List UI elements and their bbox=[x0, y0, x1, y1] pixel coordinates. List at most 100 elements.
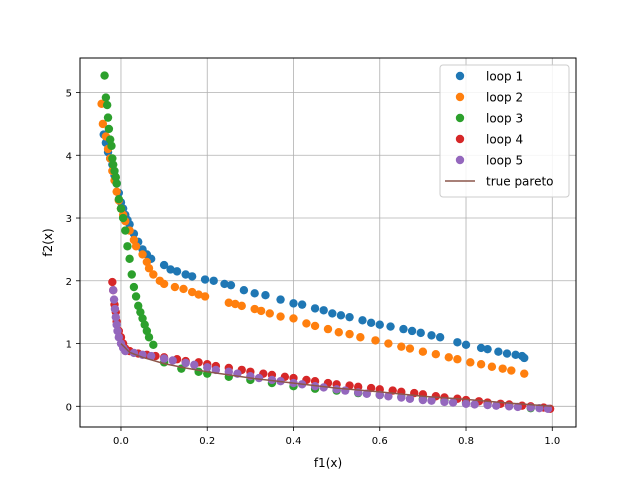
data-point-loop-2 bbox=[302, 319, 311, 328]
data-point-loop-1 bbox=[220, 279, 229, 289]
legend-item-loop-5[interactable]: loop 5 bbox=[455, 154, 523, 168]
legend-item-loop-1[interactable]: loop 1 bbox=[455, 70, 523, 84]
data-point-loop-5 bbox=[470, 400, 479, 409]
data-point-loop-1 bbox=[427, 331, 436, 340]
data-point-loop-2 bbox=[520, 369, 529, 378]
data-point-loop-2 bbox=[431, 350, 441, 359]
data-point-loop-3 bbox=[116, 204, 126, 213]
data-point-loop-5 bbox=[405, 394, 415, 403]
data-point-loop-2 bbox=[334, 328, 343, 337]
data-point-loop-3 bbox=[149, 340, 158, 349]
data-point-loop-2 bbox=[371, 336, 380, 345]
legend-item-loop-4[interactable]: loop 4 bbox=[455, 133, 523, 147]
data-point-loop-3 bbox=[102, 100, 112, 110]
data-point-loop-2 bbox=[131, 242, 141, 251]
data-point-loop-5 bbox=[504, 402, 514, 411]
x-tick-label: 1.0 bbox=[544, 436, 560, 447]
data-point-loop-5 bbox=[109, 295, 119, 304]
data-point-loop-3 bbox=[127, 270, 136, 279]
axes-frame bbox=[79, 57, 577, 428]
data-point-loop-5 bbox=[341, 386, 350, 395]
legend-label: loop 2 bbox=[486, 91, 523, 105]
data-point-loop-5 bbox=[492, 401, 501, 410]
data-point-loop-5 bbox=[440, 397, 449, 407]
data-point-loop-3 bbox=[123, 242, 132, 251]
y-axis-label: f2(x) bbox=[41, 228, 55, 256]
data-point-loop-5 bbox=[254, 373, 264, 383]
data-point-loop-4 bbox=[108, 277, 117, 287]
data-point-loop-1 bbox=[250, 289, 259, 298]
legend-swatch bbox=[455, 92, 465, 102]
data-point-loop-5 bbox=[110, 304, 120, 314]
y-tick-label: 5 bbox=[66, 89, 72, 100]
data-point-loop-5 bbox=[427, 396, 436, 405]
data-point-loop-3 bbox=[125, 254, 134, 264]
data-point-loop-2 bbox=[98, 119, 108, 129]
data-point-loop-2 bbox=[345, 329, 354, 339]
data-point-loop-2 bbox=[323, 324, 333, 334]
data-point-loop-5 bbox=[111, 312, 121, 322]
legend[interactable]: loop 1 loop 2 loop 3 loop 4 loop 5 true paret… bbox=[439, 64, 570, 198]
legend-box bbox=[439, 64, 570, 198]
data-point-loop-1 bbox=[239, 285, 249, 295]
data-point-loop-2 bbox=[265, 309, 274, 318]
legend-item-loop-2[interactable]: loop 2 bbox=[455, 91, 523, 105]
data-point-loop-2 bbox=[498, 364, 507, 373]
y-tick-label: 1 bbox=[66, 340, 72, 351]
x-tick-label: 0.2 bbox=[199, 436, 215, 447]
data-point-loop-2 bbox=[397, 342, 406, 351]
data-point-loop-5 bbox=[190, 360, 199, 370]
data-point-loop-2 bbox=[256, 306, 266, 316]
data-point-loop-1 bbox=[476, 343, 486, 353]
data-point-loop-1 bbox=[261, 291, 270, 300]
data-point-loop-2 bbox=[487, 362, 497, 371]
data-point-loop-5 bbox=[159, 354, 169, 363]
data-point-loop-3 bbox=[105, 135, 115, 144]
data-point-loop-1 bbox=[181, 270, 190, 279]
data-point-loop-2 bbox=[276, 312, 285, 321]
data-point-loop-2 bbox=[159, 279, 169, 289]
data-point-loop-1 bbox=[461, 340, 471, 349]
data-point-loop-3 bbox=[110, 166, 119, 176]
legend-item-true-pareto[interactable]: true pareto bbox=[445, 175, 554, 189]
x-axis-label: f1(x) bbox=[314, 456, 342, 470]
data-point-loop-1 bbox=[319, 306, 328, 315]
data-point-loop-1 bbox=[502, 349, 512, 358]
x-tick-label: 0.6 bbox=[372, 436, 388, 447]
data-point-loop-5 bbox=[146, 351, 156, 361]
series-line-true-pareto bbox=[120, 343, 553, 408]
data-point-loop-3 bbox=[118, 213, 128, 223]
data-point-loop-3 bbox=[107, 141, 116, 151]
data-point-loop-1 bbox=[328, 309, 337, 318]
data-point-loop-2 bbox=[149, 270, 158, 279]
data-point-loop-2 bbox=[466, 358, 475, 367]
data-point-loop-2 bbox=[310, 321, 320, 331]
legend-label: loop 4 bbox=[486, 133, 523, 147]
legend-item-loop-3[interactable]: loop 3 bbox=[455, 112, 523, 126]
series-true-pareto bbox=[120, 343, 553, 408]
data-point-loop-1 bbox=[453, 338, 462, 347]
data-point-loop-1 bbox=[172, 267, 182, 276]
data-point-loop-2 bbox=[356, 333, 365, 342]
data-point-loop-5 bbox=[384, 392, 393, 401]
data-point-loop-1 bbox=[494, 347, 503, 356]
data-point-loop-1 bbox=[416, 328, 425, 338]
data-point-loop-2 bbox=[289, 314, 298, 323]
data-point-loop-2 bbox=[250, 304, 259, 314]
legend-swatch bbox=[455, 71, 465, 81]
data-point-loop-1 bbox=[289, 299, 298, 308]
legend-swatch bbox=[455, 155, 465, 165]
data-point-loop-2 bbox=[444, 353, 453, 362]
data-point-loop-2 bbox=[507, 366, 516, 375]
data-point-loop-2 bbox=[418, 347, 428, 356]
data-point-loop-1 bbox=[209, 276, 218, 285]
data-point-loop-2 bbox=[405, 344, 415, 353]
legend-label: true pareto bbox=[486, 175, 554, 189]
data-point-loop-1 bbox=[386, 322, 395, 331]
data-point-loop-5 bbox=[448, 398, 458, 407]
data-point-loop-3 bbox=[144, 333, 154, 342]
legend-swatch bbox=[455, 113, 465, 123]
data-point-loop-3 bbox=[111, 173, 121, 182]
data-point-loop-1 bbox=[310, 304, 320, 313]
data-point-loop-3 bbox=[109, 160, 118, 169]
